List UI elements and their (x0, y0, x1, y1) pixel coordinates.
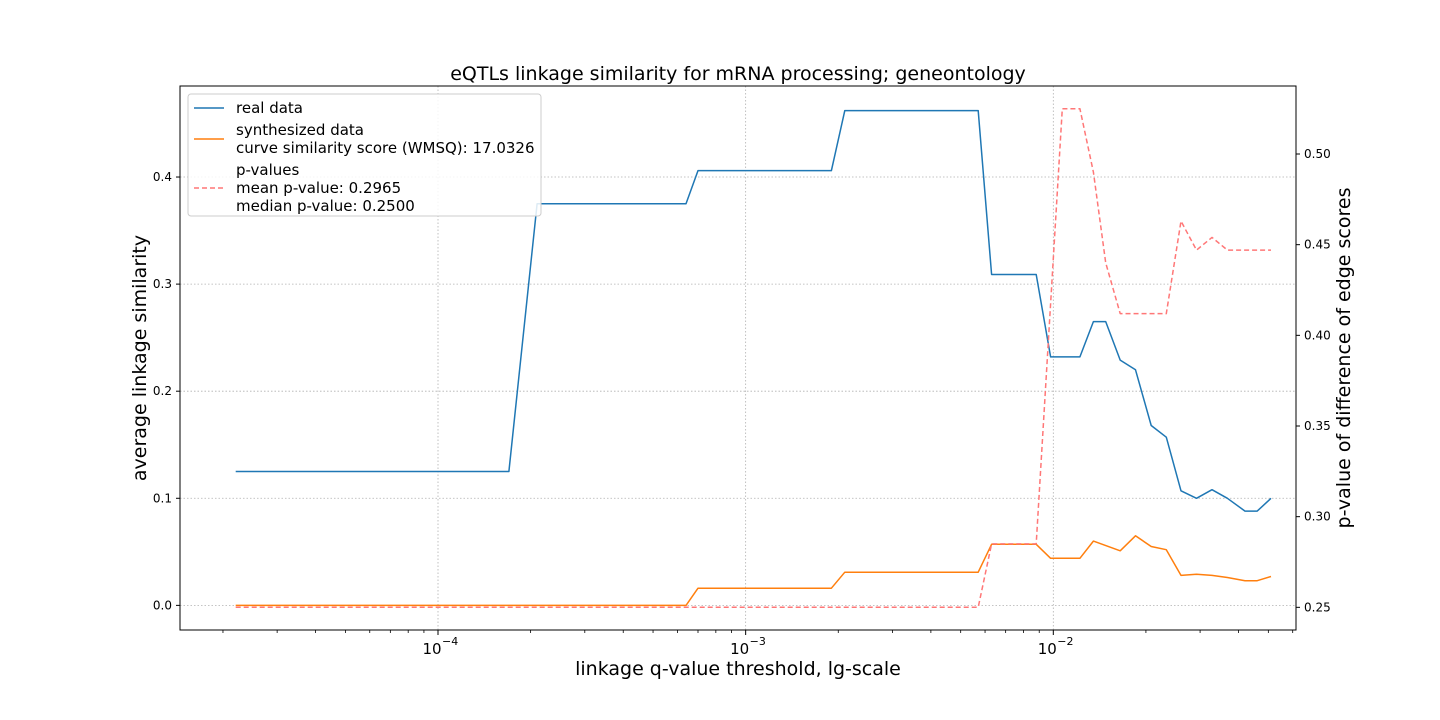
y-axis-title: average linkage similarity (129, 235, 151, 481)
x-tick-label: 10 (1038, 640, 1057, 658)
y2-tick-label: 0.40 (1304, 328, 1331, 342)
y2-tick-label: 0.35 (1304, 419, 1331, 433)
x-tick-exponent: −2 (1057, 635, 1073, 648)
legend-label: synthesized data (236, 121, 364, 139)
y-tick-label: 0.0 (153, 598, 172, 612)
y2-tick-label: 0.50 (1304, 147, 1331, 161)
ticks: 0.0 0.1 0.2 0.3 0.4 0.25 0.30 0.35 0.40 0.45 0.50 1… (153, 147, 1331, 658)
x-tick-label: 10 (422, 640, 441, 658)
x-tick-label: 10 (730, 640, 749, 658)
legend-box (187, 93, 542, 217)
x-tick-exponent: −3 (750, 635, 766, 648)
x-axis-title: linkage q-value threshold, lg-scale (575, 658, 901, 680)
plot-frame (179, 85, 1297, 631)
series-line-real-data (235, 109, 1272, 512)
y2-tick-label: 0.45 (1304, 238, 1331, 252)
legend-label: median p-value: 0.2500 (236, 197, 415, 215)
series-line-synthesized-data (235, 535, 1272, 607)
y-tick-label: 0.1 (153, 491, 172, 505)
x-tick-exponent: −4 (442, 635, 458, 648)
series-line-p-values (235, 107, 1271, 609)
y-tick-label: 0.3 (153, 277, 172, 291)
chart-title: eQTLs linkage similarity for mRNA proces… (450, 63, 1026, 85)
y2-axis-title: p-value of difference of edge scores (1333, 188, 1355, 529)
legend-label: curve similarity score (WMSQ): 17.0326 (236, 139, 535, 157)
y2-tick-label: 0.25 (1304, 600, 1331, 614)
legend-label: real data (236, 99, 303, 117)
y-tick-label: 0.4 (153, 170, 172, 184)
legend-label: mean p-value: 0.2965 (236, 179, 401, 197)
y-tick-label: 0.2 (153, 384, 172, 398)
legend-label: p-values (236, 161, 300, 179)
series-layer (235, 107, 1272, 609)
y2-tick-label: 0.30 (1304, 510, 1331, 524)
